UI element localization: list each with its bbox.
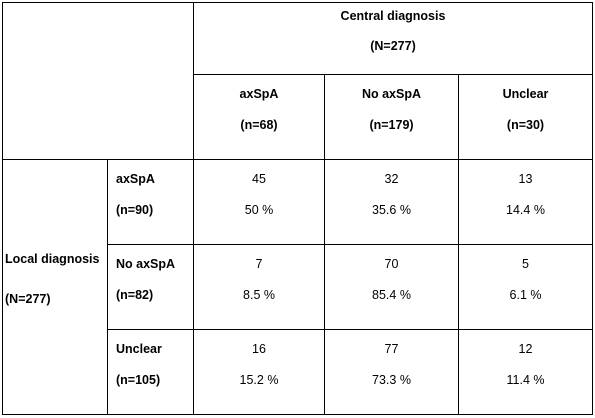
row-header-count: (n=105) [116,373,161,387]
row-header-label: No axSpA [116,257,176,271]
cell-count: 45 [252,172,266,186]
cell-percent: 50 % [244,203,274,217]
table-border [107,329,593,330]
table-border [193,2,194,415]
cell-percent: 14.4 % [506,203,545,217]
row-header-label: Unclear [116,342,162,356]
table-border [193,74,593,75]
cell-count: 16 [252,342,266,356]
cell-percent: 35.6 % [372,203,411,217]
table-border [2,159,593,160]
row-header-label: axSpA [116,172,155,186]
cell-percent: 73.3 % [372,373,411,387]
row-header-count: (n=90) [116,203,154,217]
table-border [458,74,459,415]
column-header-count: (n=68) [240,118,278,132]
table-border [107,244,593,245]
column-header-label: Unclear [502,87,549,101]
table-border [2,2,3,415]
cell-count: 32 [384,172,399,186]
table-border [324,74,325,415]
column-header-count: (n=30) [506,118,545,132]
cell-percent: 85.4 % [372,288,411,302]
cell-count: 12 [518,342,533,356]
central-header-title: Central diagnosis [340,9,446,23]
table-border [2,414,593,415]
row-header-count: (n=82) [116,288,154,302]
cell-count: 7 [255,257,263,271]
column-header-label: No axSpA [361,87,422,101]
cell-percent: 11.4 % [506,373,545,387]
cell-count: 13 [518,172,533,186]
cell-percent: 15.2 % [239,373,279,387]
cell-count: 70 [384,257,399,271]
cell-percent: 8.5 % [243,288,275,302]
cell-count: 5 [522,257,529,271]
column-header-count: (n=179) [369,118,414,132]
cell-count: 77 [384,342,399,356]
column-header-label: axSpA [239,87,279,101]
table-border [2,2,593,3]
central-header-count: (N=277) [370,39,416,53]
table-border [107,159,108,415]
local-header-count: (N=277) [5,292,51,306]
table-border [592,2,593,415]
local-header-title: Local diagnosis [5,252,100,266]
cell-percent: 6.1 % [509,288,542,302]
